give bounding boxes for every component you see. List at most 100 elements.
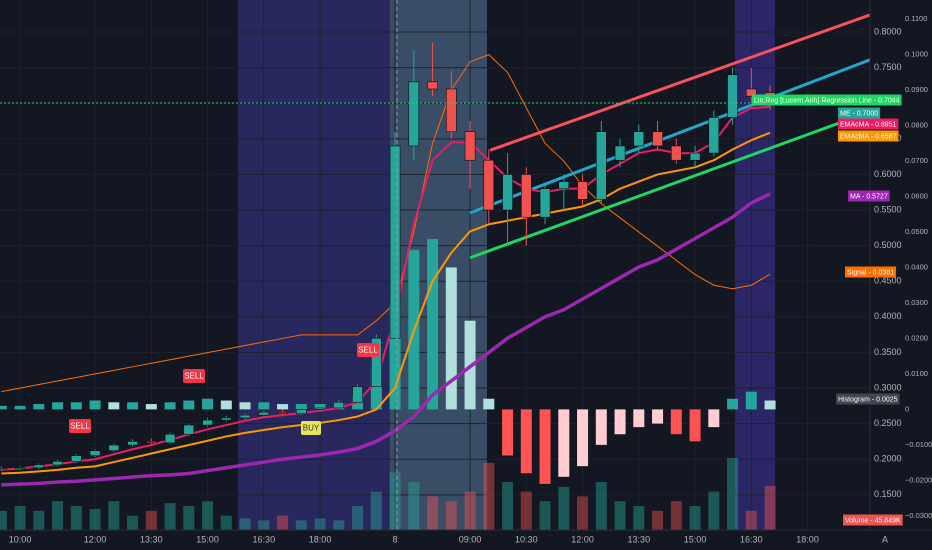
histogram-bar [52, 402, 64, 410]
legend-label: Signal - 0.0381 [847, 269, 894, 276]
x-tick-label: 16:30 [253, 534, 276, 544]
volume-bar [0, 510, 7, 530]
histogram-bar [558, 409, 570, 477]
session-shade [238, 0, 390, 530]
moving-average [1, 131, 771, 475]
histogram-bar [483, 398, 495, 410]
candle-body [296, 409, 307, 414]
histogram-bar [220, 400, 232, 410]
signal-tag: SELL [183, 369, 205, 383]
volume-bar [202, 501, 214, 530]
volume-bar [464, 491, 476, 530]
histogram-bar [689, 409, 701, 442]
axes: 10:00 12:00 13:30 15:00 16:30 18:00 8 09:00 10:3… [9, 14, 932, 544]
y-tick-label: 0.1500 [874, 489, 902, 499]
volume-bar [70, 506, 82, 530]
legend-box [843, 514, 903, 526]
candle-body [727, 74, 738, 118]
signal-tag: BUY [301, 421, 321, 435]
volume-bar [127, 515, 139, 530]
candle-body [539, 188, 551, 218]
y-tick-label: 0.3500 [874, 347, 902, 357]
regression-line [489, 13, 870, 152]
y2-tick-label: 0.0600 [905, 192, 928, 201]
y2-tick-label: 0.0200 [905, 333, 928, 342]
volume-bar [258, 520, 270, 530]
volume-bar [33, 510, 45, 530]
volume-bar [577, 496, 589, 530]
legend-box [838, 118, 899, 130]
sell-box [183, 369, 205, 383]
candle-body [483, 159, 495, 211]
candle-body [577, 181, 588, 200]
candle-body [427, 81, 438, 90]
legend-label: EMAcMA - 0.6951 [840, 121, 897, 128]
volume-bar [445, 501, 457, 530]
histogram-bar [70, 402, 82, 410]
candle-body [52, 461, 63, 466]
candle-body [746, 88, 757, 97]
histogram-bar [389, 302, 401, 410]
y-tick-label: 0.7500 [874, 62, 902, 72]
candle-body [89, 450, 101, 456]
volume-bar [314, 518, 326, 530]
y-tick-label: 0.4500 [874, 276, 902, 286]
signal-line [1, 54, 771, 393]
histogram-bar [277, 404, 289, 410]
legend-box [838, 130, 899, 142]
legend-box [838, 107, 881, 119]
x-tick-label: 18:00 [309, 534, 332, 544]
histogram-bar [502, 409, 514, 456]
volume-bar [370, 491, 382, 530]
volume-bar [595, 482, 607, 530]
candle-body [221, 417, 232, 421]
y2-tick-label: 0.1100 [905, 14, 927, 23]
x-tick-label: 12:00 [84, 534, 107, 544]
y2-tick-label: 0.1000 [905, 50, 928, 59]
scale-mode[interactable]: A [882, 534, 888, 544]
histogram-bar [33, 404, 45, 410]
candle-body [333, 402, 345, 409]
x-tick-label: 8 [393, 534, 398, 544]
candle-body [464, 131, 476, 161]
x-tick-label: 15:00 [196, 534, 219, 544]
candle-body [314, 407, 326, 410]
volume-bar [164, 503, 176, 530]
volume-bar [427, 496, 439, 530]
candle-body [258, 411, 270, 416]
volume-bar [14, 506, 26, 530]
y2-tick-label: −0.0100 [905, 440, 932, 449]
candle-body [689, 152, 701, 161]
y2-tick-label: 0 [905, 404, 909, 413]
volume-bar [520, 491, 532, 530]
candle-body [71, 455, 82, 462]
legend-label: EMAcMA - 0.6587 [840, 133, 897, 140]
histogram-bar [89, 400, 101, 410]
histogram-bar [145, 404, 157, 410]
volume-bar [220, 515, 232, 530]
y2-tick-label: 0.0700 [905, 156, 928, 165]
regression-line [469, 58, 870, 215]
histogram-bar [633, 409, 645, 428]
legend-box [845, 266, 897, 278]
histogram-bar [764, 400, 776, 410]
legend-label: Histogram - 0.0025 [838, 396, 898, 403]
candle-body [277, 411, 288, 414]
y2-tick-label: −0.0200 [905, 475, 932, 484]
candle-body [633, 131, 645, 147]
candle-body [446, 88, 457, 132]
y-tick-label: 0.2500 [874, 418, 902, 428]
y-tick-label: 0.8000 [874, 26, 902, 36]
x-tick-label: 16:30 [740, 534, 763, 544]
candle-body [371, 337, 382, 387]
volume-bar [295, 520, 307, 530]
candle-body [558, 181, 570, 189]
candle-body [708, 117, 720, 154]
volume-bar [52, 501, 64, 530]
volume-bar [145, 510, 157, 530]
volume-bar [89, 508, 101, 530]
candle-body [408, 81, 420, 147]
y-tick-label: 0.5000 [874, 240, 902, 250]
candle-body [239, 414, 251, 419]
